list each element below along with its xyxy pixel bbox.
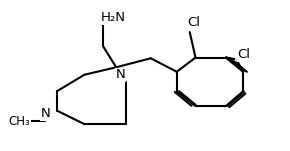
Text: H₂N: H₂N xyxy=(100,11,125,24)
Text: CH₃: CH₃ xyxy=(9,115,30,128)
Text: Cl: Cl xyxy=(237,48,250,61)
Text: Cl: Cl xyxy=(187,16,200,29)
Text: N: N xyxy=(116,68,125,81)
Text: N: N xyxy=(41,107,50,120)
